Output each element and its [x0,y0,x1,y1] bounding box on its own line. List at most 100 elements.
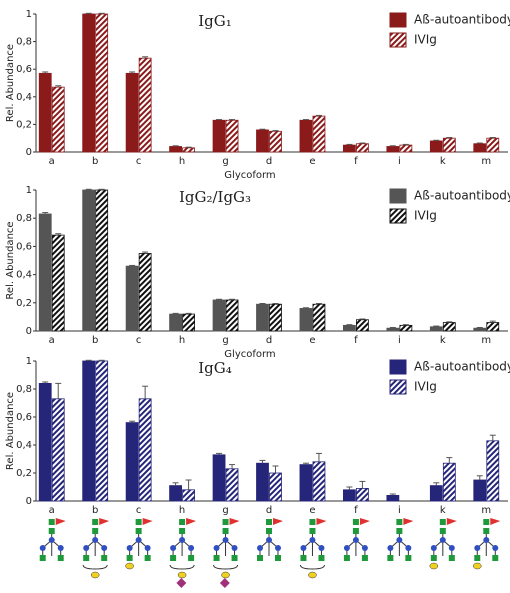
y-tick-label: 0,2 [16,468,32,479]
bar [225,468,239,502]
error-bar [402,324,409,326]
error-bar [98,12,105,14]
legend-label: Aß-autoantibody [414,360,510,374]
bar [95,189,109,332]
x-tick-label: d [266,505,272,516]
x-tick-label: b [92,505,98,516]
bar [442,137,456,153]
bar [486,137,500,153]
bar [429,140,443,153]
bar [212,454,226,502]
error-bar [389,326,396,329]
title: IgG₁ [198,12,232,30]
bar [442,322,456,332]
x-axis-label: Glycoform [224,349,275,360]
error-bar [476,142,483,144]
bar [38,213,52,332]
title: IgG₂/IgG₃ [179,188,251,206]
error-bar [315,303,322,305]
x-tick-label: h [179,156,185,167]
y-tick-label: 0,4 [16,92,32,103]
glycan-icon [429,518,457,570]
y-tick-label: 1 [26,356,32,367]
legend-swatch [389,188,407,204]
y-tick-label: 0 [26,326,32,337]
bar [51,398,65,502]
glycan-icon [387,518,414,561]
error-bar [55,382,62,399]
error-bar [433,325,440,327]
bar [356,487,369,502]
y-axis-label: Rel. Abundance [5,392,16,470]
bar [182,147,195,153]
y-tick-label: 0,4 [16,440,32,451]
legend-swatch [389,12,407,28]
bar [169,485,182,502]
glycan-icon [82,518,110,579]
error-bar [98,359,105,361]
error-bar [302,462,309,465]
error-bar [359,480,366,489]
bar [312,115,326,153]
bar [399,144,413,153]
y-tick-label: 0,6 [16,241,32,252]
x-tick-label: m [481,335,491,346]
x-axis-label: Glycoform [224,170,275,181]
y-tick-label: 0 [26,496,32,507]
error-bar [389,493,396,496]
bar [299,119,313,153]
y-tick-label: 1 [26,185,32,196]
x-tick-label: h [179,505,185,516]
y-axis-label: Rel. Abundance [5,221,16,299]
error-bar [172,145,179,147]
bar [138,253,152,332]
bar [256,303,269,332]
x-tick-label: f [354,156,358,167]
x-tick-label: g [222,156,228,167]
error-bar [489,137,496,139]
x-tick-label: k [440,335,446,346]
y-tick-label: 0,2 [16,119,32,130]
error-bar [229,464,236,469]
bar [399,324,413,332]
error-bar [259,128,266,130]
bar [138,57,152,153]
error-bar [259,303,266,305]
bar [182,313,195,332]
bar [312,303,326,332]
error-bar [216,298,223,300]
y-tick-label: 0,6 [16,412,32,423]
error-bar [55,85,62,88]
bar [169,313,182,332]
y-tick-label: 0,8 [16,384,32,395]
bar [269,472,282,502]
legend-label: IVIg [414,33,437,47]
x-tick-label: b [92,156,98,167]
error-bar [359,318,366,320]
error-bar [129,71,136,74]
y-tick-label: 0 [26,147,32,158]
legend-swatch [389,32,407,48]
error-bar [489,434,496,441]
x-tick-label: d [266,335,272,346]
error-bar [476,475,483,480]
error-bar [42,212,49,214]
error-bar [346,324,353,326]
bar [182,489,195,502]
y-tick-label: 0,4 [16,270,32,281]
error-bar [489,320,496,323]
error-bar [129,264,136,267]
bar [256,462,269,502]
error-bar [172,482,179,486]
bar [138,398,152,502]
bar [429,485,443,502]
error-bar [389,145,396,147]
error-bar [446,137,453,139]
glycan-icon [343,518,370,561]
x-tick-label: d [266,156,272,167]
bar [225,119,239,153]
bar [82,360,96,502]
bar [51,234,65,332]
error-bar [85,359,92,361]
bar [169,146,182,153]
